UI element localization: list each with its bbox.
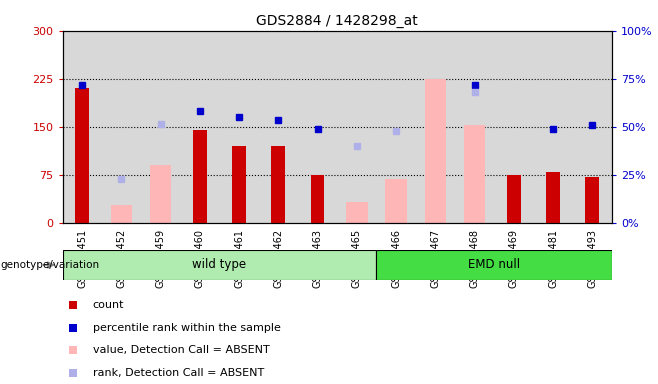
Text: genotype/variation: genotype/variation <box>1 260 100 270</box>
Bar <box>376 31 416 223</box>
FancyBboxPatch shape <box>63 250 376 280</box>
Bar <box>141 31 180 223</box>
Bar <box>494 31 534 223</box>
Bar <box>455 31 494 223</box>
Bar <box>180 31 220 223</box>
Bar <box>298 31 338 223</box>
Bar <box>572 31 612 223</box>
Title: GDS2884 / 1428298_at: GDS2884 / 1428298_at <box>257 14 418 28</box>
Bar <box>507 175 520 223</box>
Text: percentile rank within the sample: percentile rank within the sample <box>93 323 280 333</box>
Bar <box>386 179 407 223</box>
Bar <box>150 165 172 223</box>
Bar <box>259 31 298 223</box>
Bar <box>63 31 102 223</box>
Bar <box>220 31 259 223</box>
Bar <box>424 79 446 223</box>
Text: EMD null: EMD null <box>468 258 520 271</box>
Text: rank, Detection Call = ABSENT: rank, Detection Call = ABSENT <box>93 368 264 378</box>
Bar <box>193 130 207 223</box>
Bar <box>272 146 285 223</box>
Bar <box>346 202 368 223</box>
Bar <box>464 126 486 223</box>
Bar <box>102 31 141 223</box>
Bar <box>534 31 572 223</box>
Bar <box>586 177 599 223</box>
Bar <box>75 88 89 223</box>
Bar <box>311 175 324 223</box>
Bar <box>232 146 246 223</box>
Bar <box>111 205 132 223</box>
Text: count: count <box>93 300 124 310</box>
Bar <box>337 31 376 223</box>
Text: value, Detection Call = ABSENT: value, Detection Call = ABSENT <box>93 345 270 355</box>
Text: wild type: wild type <box>192 258 247 271</box>
Bar <box>546 172 560 223</box>
Bar <box>416 31 455 223</box>
FancyBboxPatch shape <box>376 250 612 280</box>
